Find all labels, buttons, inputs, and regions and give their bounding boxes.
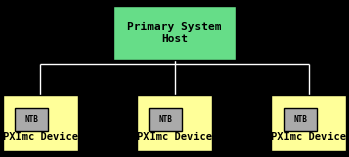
FancyBboxPatch shape bbox=[3, 95, 77, 151]
Text: PXImc Device: PXImc Device bbox=[3, 132, 77, 142]
Text: Primary System
Host: Primary System Host bbox=[127, 22, 222, 44]
FancyBboxPatch shape bbox=[271, 95, 346, 151]
FancyBboxPatch shape bbox=[15, 108, 48, 131]
FancyBboxPatch shape bbox=[149, 108, 182, 131]
FancyBboxPatch shape bbox=[113, 6, 236, 60]
Text: NTB: NTB bbox=[293, 115, 307, 124]
FancyBboxPatch shape bbox=[137, 95, 212, 151]
Text: PXImc Device: PXImc Device bbox=[137, 132, 212, 142]
FancyBboxPatch shape bbox=[283, 108, 317, 131]
Text: NTB: NTB bbox=[24, 115, 38, 124]
Text: PXImc Device: PXImc Device bbox=[272, 132, 346, 142]
Text: NTB: NTB bbox=[159, 115, 173, 124]
